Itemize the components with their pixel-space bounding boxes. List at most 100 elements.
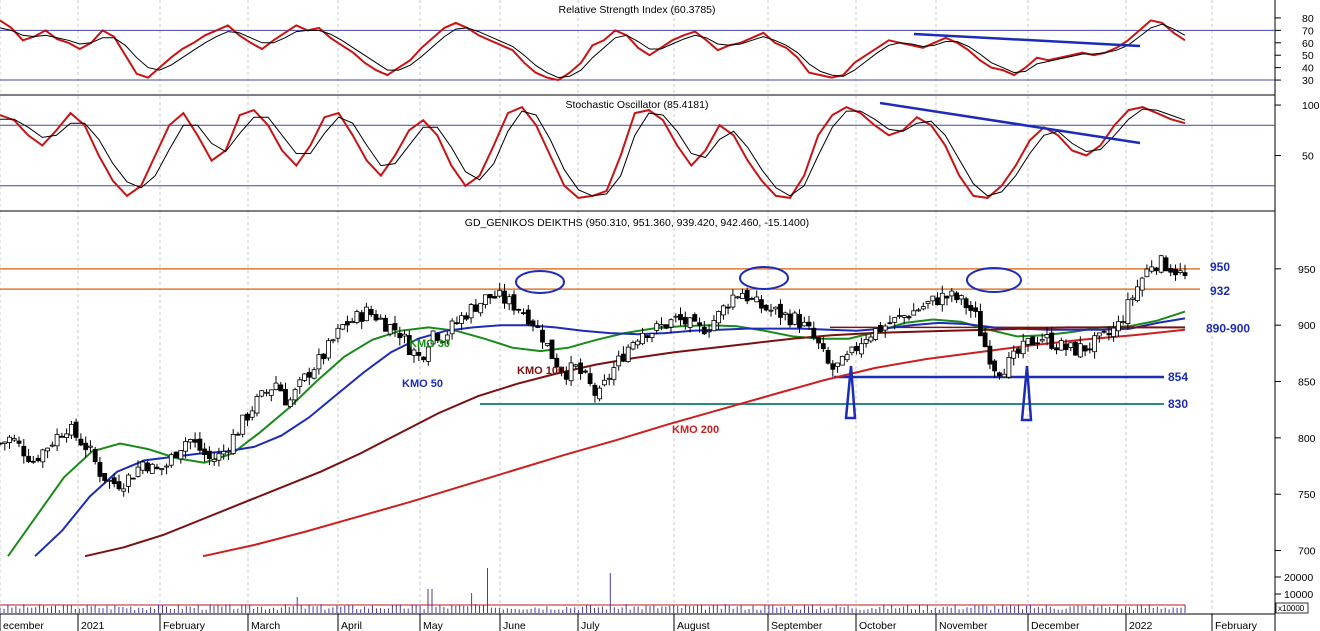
candle-body — [578, 362, 583, 375]
candle-body — [673, 315, 679, 318]
candle-body — [297, 379, 303, 387]
candle-body — [292, 389, 298, 401]
candle-body — [335, 327, 341, 339]
candle-body — [235, 433, 241, 436]
candle-body — [397, 332, 403, 339]
y-tick-label: 30 — [1302, 75, 1314, 87]
candle-body — [97, 461, 103, 477]
candle-body — [402, 333, 407, 337]
candle-body — [411, 349, 417, 356]
candle-body — [725, 306, 731, 309]
candle-body — [1139, 277, 1145, 291]
candle-body — [211, 458, 217, 462]
stochastic-series — [0, 105, 1186, 199]
candle-body — [849, 346, 855, 354]
candle-body — [525, 309, 531, 325]
candle-body — [392, 323, 398, 331]
candle-body — [692, 314, 698, 322]
stochastic-panel: Stochastic Oscillator (85.4181) 50 100 — [0, 99, 1320, 199]
candle-body — [554, 357, 560, 368]
candle-body — [506, 296, 512, 305]
x-tick-label: 2022 — [1129, 620, 1153, 631]
candle-body — [340, 324, 346, 330]
candle-body — [187, 439, 193, 443]
candle-body — [997, 372, 1002, 377]
candle-body — [1163, 257, 1169, 272]
candle-body — [45, 447, 50, 452]
candle-body — [768, 309, 774, 312]
candle-body — [240, 414, 246, 435]
candle-body — [344, 321, 350, 326]
candle-body — [259, 390, 265, 397]
x-tick-label: July — [581, 620, 600, 631]
candle-body — [873, 328, 879, 340]
level-label: 932 — [1210, 284, 1230, 298]
candle-body — [306, 371, 312, 378]
candle-body — [816, 337, 821, 344]
candle-body — [40, 449, 46, 463]
candle-body — [568, 362, 574, 382]
candle-body — [963, 298, 969, 309]
x-axis-labels: ecember 2021 February March April May June July… — [0, 614, 1258, 631]
candle-body — [173, 451, 179, 458]
candle-body — [111, 477, 117, 485]
candle-body — [654, 323, 660, 331]
candle-body — [11, 438, 17, 441]
candle-body — [730, 294, 736, 308]
x-tick-label: ecember — [3, 620, 44, 631]
candle-body — [1116, 321, 1121, 332]
candle-body — [592, 384, 598, 396]
candle-body — [744, 289, 750, 302]
candle-body — [1120, 321, 1126, 324]
candle-body — [540, 329, 545, 343]
rsi-reference-lines — [0, 29, 1275, 81]
candle-body — [102, 472, 108, 481]
candle-body — [154, 466, 160, 470]
candle-body — [225, 450, 231, 453]
candle-body — [797, 313, 802, 328]
y-tick-label: 80 — [1302, 13, 1314, 25]
candle-body — [602, 379, 607, 386]
vertical-gridlines — [0, 0, 1213, 614]
ma50-label: KMO 50 — [402, 378, 443, 390]
rsi-title: Relative Strength Index (60.3785) — [558, 4, 715, 16]
candle-body — [197, 438, 203, 451]
candle-body — [35, 457, 41, 462]
candle-body — [7, 436, 12, 443]
candle-body — [663, 324, 669, 329]
candle-body — [716, 311, 721, 324]
candle-body — [825, 349, 831, 364]
candle-body — [787, 313, 793, 326]
rsi-panel: Relative Strength Index (60.3785) 304050… — [0, 4, 1314, 87]
price-panel: GD_GENIKOS DEIKTHS (950.310, 951.360, 93… — [0, 217, 1316, 558]
candle-body — [659, 324, 664, 327]
candle-body — [563, 371, 569, 380]
candle-body — [820, 343, 826, 350]
x-tick-label: March — [251, 620, 280, 631]
candle-body — [83, 442, 89, 451]
moving-average-line — [84, 326, 1185, 558]
candle-body — [430, 330, 436, 345]
x-tick-label: August — [677, 620, 710, 631]
candle-body — [987, 345, 993, 365]
candle-body — [1020, 340, 1026, 355]
candle-body — [911, 310, 917, 316]
candle-body — [830, 363, 836, 370]
candle-body — [1168, 267, 1174, 273]
candle-body — [378, 317, 384, 320]
stochastic-y-axis: 50 100 — [1275, 100, 1320, 163]
candle-body — [268, 389, 274, 396]
candle-body — [759, 299, 764, 309]
candle-body — [354, 311, 360, 323]
stochastic-title: Stochastic Oscillator (85.4181) — [566, 99, 709, 111]
level-label: 890-900 — [1206, 322, 1250, 336]
candle-body — [1130, 297, 1136, 300]
candle-body — [887, 322, 893, 325]
candle-body — [668, 319, 674, 328]
price-y-axis: 700 750 800 850 900 950 — [1275, 264, 1316, 558]
candle-body — [145, 462, 150, 472]
candle-body — [88, 445, 93, 448]
candle-body — [687, 317, 693, 328]
